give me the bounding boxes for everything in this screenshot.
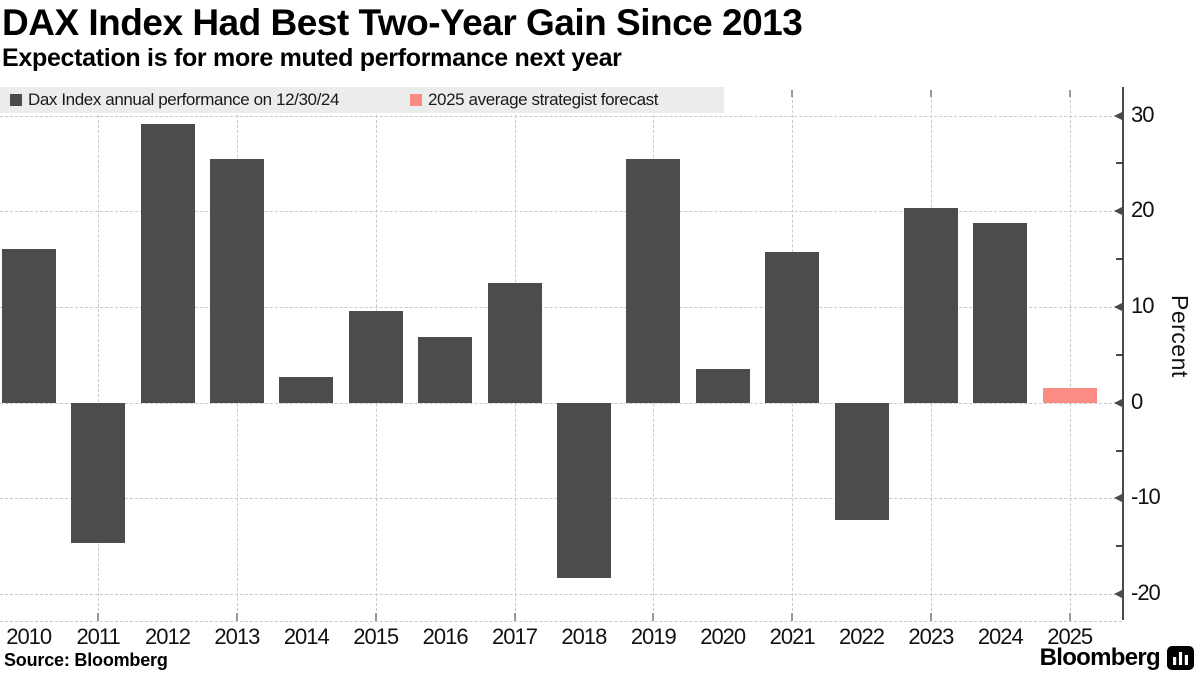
y-tick-label--10: -10 xyxy=(1131,484,1161,510)
legend-label-dax: Dax Index annual performance on 12/30/24 xyxy=(28,90,340,109)
x-tick-bottom-2013 xyxy=(235,613,238,621)
bar-2020 xyxy=(695,369,750,403)
y-tick-label-20: 20 xyxy=(1131,197,1155,223)
x-tick-top-2023 xyxy=(929,90,932,97)
y-tick-minor--5 xyxy=(1116,449,1122,452)
gridline-h-30 xyxy=(0,115,1122,117)
x-label-2018: 2018 xyxy=(561,624,607,649)
x-label-2020: 2020 xyxy=(700,624,746,649)
chart-title: DAX Index Had Best Two-Year Gain Since 2… xyxy=(2,2,803,43)
y-tick-minor-25 xyxy=(1116,162,1122,165)
x-label-2015: 2015 xyxy=(353,624,399,649)
y-tick-0 xyxy=(1114,398,1122,407)
legend-item-forecast: 2025 average strategist forecast xyxy=(410,87,658,113)
y-tick-minor-5 xyxy=(1116,353,1122,356)
y-axis-line xyxy=(1122,87,1124,620)
bar-2013 xyxy=(209,158,264,403)
bloomberg-logo-text: Bloomberg xyxy=(1039,644,1161,671)
legend-item-dax: Dax Index annual performance on 12/30/24 xyxy=(10,87,339,113)
bar-2012 xyxy=(140,124,195,403)
x-label-2025: 2025 xyxy=(1047,624,1093,649)
source-credit: Source: Bloomberg xyxy=(4,650,168,670)
gridline-v-2025 xyxy=(1069,90,1071,621)
x-tick-top-2021 xyxy=(791,90,794,97)
x-tick-bottom-2015 xyxy=(374,613,377,621)
y-tick-10 xyxy=(1114,303,1122,311)
x-tick-bottom-2023 xyxy=(929,613,932,621)
bar-2025 xyxy=(1042,388,1097,403)
gridline-h--20 xyxy=(0,594,1122,596)
x-tick-bottom-2025 xyxy=(1068,613,1071,621)
bar-2022 xyxy=(834,402,889,521)
bar-2016 xyxy=(418,336,473,403)
gridline-h-10 xyxy=(0,307,1122,308)
x-label-2014: 2014 xyxy=(283,624,330,649)
bar-2024 xyxy=(973,222,1028,403)
x-label-2021: 2021 xyxy=(769,624,816,649)
y-tick-label-0: 0 xyxy=(1131,388,1143,414)
gridline-h-20 xyxy=(0,211,1122,213)
y-tick-20 xyxy=(1114,207,1122,216)
y-tick-minor--15 xyxy=(1116,545,1122,548)
bar-2019 xyxy=(626,158,681,403)
dax-series-swatch-icon xyxy=(10,94,22,106)
legend-label-forecast: 2025 average strategist forecast xyxy=(428,90,659,109)
y-tick-label-30: 30 xyxy=(1131,101,1155,127)
plot-bottom-edge xyxy=(0,621,1122,622)
y-axis-title: Percent xyxy=(1167,295,1193,378)
y-tick-label-10: 10 xyxy=(1131,292,1155,318)
bar-2021 xyxy=(765,251,820,403)
x-label-2016: 2016 xyxy=(422,624,469,649)
bloomberg-logo: Bloomberg xyxy=(1040,644,1194,672)
gridline-v-2011 xyxy=(98,90,100,621)
legend: Dax Index annual performance on 12/30/24… xyxy=(0,87,724,113)
y-tick--20 xyxy=(1114,590,1122,599)
x-label-2013: 2013 xyxy=(214,624,260,649)
bar-2010 xyxy=(1,248,56,403)
x-tick-top-2025 xyxy=(1068,90,1071,97)
y-tick-label--20: -20 xyxy=(1131,580,1161,606)
x-tick-bottom-2019 xyxy=(652,613,655,621)
bar-2015 xyxy=(348,310,403,403)
bar-2011 xyxy=(71,402,126,544)
x-tick-bottom-2011 xyxy=(97,613,100,621)
x-tick-bottom-2021 xyxy=(791,613,794,621)
x-tick-bottom-2017 xyxy=(513,613,516,621)
x-label-2011: 2011 xyxy=(76,624,120,649)
bar-2018 xyxy=(556,402,611,578)
forecast-series-swatch-icon xyxy=(410,94,422,106)
y-tick-minor-15 xyxy=(1116,258,1122,261)
x-label-2023: 2023 xyxy=(908,624,954,649)
x-label-2024: 2024 xyxy=(977,624,1024,649)
x-label-2019: 2019 xyxy=(630,624,677,649)
y-tick-30 xyxy=(1114,111,1122,120)
bar-2014 xyxy=(279,376,334,403)
bar-2023 xyxy=(903,208,958,403)
y-tick--10 xyxy=(1114,494,1122,503)
x-label-2010: 2010 xyxy=(6,624,52,649)
bar-2017 xyxy=(487,283,542,403)
x-label-2017: 2017 xyxy=(492,624,538,649)
bloomberg-bars-icon xyxy=(1167,646,1194,670)
x-label-2012: 2012 xyxy=(145,624,191,649)
x-label-2022: 2022 xyxy=(839,624,885,649)
chart-subtitle: Expectation is for more muted performanc… xyxy=(2,44,622,72)
